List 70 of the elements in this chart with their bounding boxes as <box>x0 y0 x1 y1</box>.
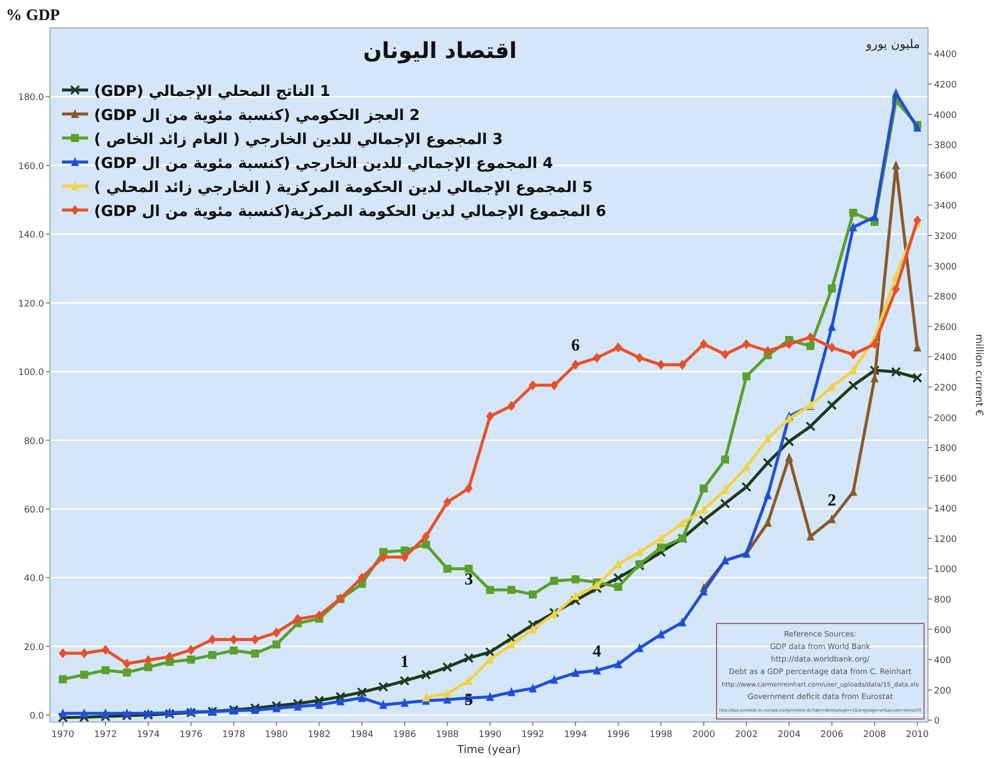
annotation: 2 <box>828 490 836 510</box>
legend-label: 5 المجموع الإجمالي لدين الحكومة المركزية ( الخارجي زائد المحلي ) <box>94 178 593 196</box>
y2-tick-label: 400 <box>934 656 952 666</box>
legend-label: 2 العجز الحكومي (كنسبة مئوية من ال GDP) <box>94 106 420 124</box>
y2-tick-label: 2200 <box>934 383 958 394</box>
x-tick-label: 1988 <box>436 730 460 740</box>
y2-tick-label: 1200 <box>934 534 958 545</box>
y-tick-label: 140.0 <box>18 230 44 241</box>
y2-axis-title: million current € <box>973 334 984 416</box>
y2-tick-label: 3600 <box>934 171 958 182</box>
y2-tick-label: 4200 <box>934 80 958 91</box>
x-tick-label: 1976 <box>180 730 203 740</box>
x-tick-label: 1998 <box>650 730 673 740</box>
y2-tick-label: 3000 <box>934 262 958 272</box>
x-tick-label: 2004 <box>778 730 801 740</box>
legend-label: 3 المجموع الإجمالي للدين الخارجي ( العام زائد الخاص ) <box>94 130 503 148</box>
text: اقتصاد اليونان <box>363 39 517 64</box>
y2-tick-label: 1800 <box>934 444 958 454</box>
annotation: مليون يورو <box>865 37 920 51</box>
y2-tick-label: 2400 <box>934 353 958 364</box>
y2-tick-label: 1400 <box>934 504 958 515</box>
x-tick-label: 1982 <box>308 730 331 740</box>
x-tick-label: 1992 <box>521 730 544 740</box>
y2-tick-label: 200 <box>934 686 952 696</box>
x-tick-label: 2008 <box>863 730 886 740</box>
x-tick-label: 1980 <box>264 730 288 740</box>
y2-tick-label: 0 <box>934 716 940 727</box>
y2-tick-label: 2800 <box>934 292 958 303</box>
y2-tick-label: 3800 <box>934 141 958 152</box>
y-tick-label: 100.0 <box>18 368 44 378</box>
y-tick-label: 180.0 <box>18 93 44 104</box>
y2-tick-label: 4000 <box>934 110 958 121</box>
y2-tick-label: 800 <box>934 596 952 606</box>
x-tick-label: 1972 <box>94 730 117 740</box>
y2-tick-label: 3200 <box>934 232 958 242</box>
x-tick-label: 1970 <box>51 730 75 740</box>
x-tick-label: 1994 <box>564 730 588 740</box>
y2-tick-label: 2600 <box>934 322 958 333</box>
y-axis-title: % GDP <box>6 7 60 24</box>
y-tick-label: 60.0 <box>24 505 44 516</box>
y-tick-label: 0.0 <box>30 712 44 722</box>
y-tick-label: 160.0 <box>18 162 44 172</box>
y-tick-label: 40.0 <box>24 574 44 584</box>
annotation: 1 <box>400 652 409 671</box>
x-tick-label: 1996 <box>606 730 630 740</box>
x-tick-label: 1986 <box>393 730 416 740</box>
annotation: 6 <box>571 336 580 355</box>
y2-tick-label: 4400 <box>934 50 958 60</box>
legend-label: 6 المجموع الإجمالي لدين الحكومة المركزية(كنسبة مئوية من ال GDP) <box>94 202 606 220</box>
x-tick-label: 2010 <box>906 730 930 740</box>
y2-tick-label: 1000 <box>934 565 958 576</box>
y2-tick-label: 2000 <box>934 414 958 424</box>
y-tick-label: 20.0 <box>24 642 44 653</box>
y-tick-label: 120.0 <box>18 299 44 310</box>
annotation: 3 <box>464 570 473 589</box>
x-axis-title: Time (year) <box>456 743 521 756</box>
y-tick-label: 80.0 <box>24 436 44 447</box>
y2-tick-label: 600 <box>934 626 952 636</box>
x-tick-label: 1990 <box>478 730 502 740</box>
x-tick-label: 2002 <box>734 730 758 740</box>
y2-tick-label: 1600 <box>934 474 958 484</box>
x-tick-label: 1984 <box>350 730 374 740</box>
y2-tick-label: 3400 <box>934 202 958 212</box>
x-tick-label: 2006 <box>820 730 844 740</box>
legend-label: 1 الناتج المحلي الإجمالي (GDP) <box>94 82 330 100</box>
annotation: 4 <box>592 641 602 660</box>
x-tick-label: 1974 <box>136 730 160 740</box>
x-tick-label: 1978 <box>222 730 246 740</box>
legend-label: 4 المجموع الإجمالي للدين الخارجي (كنسبة مئوية من ال GDP) <box>94 154 554 172</box>
x-tick-label: 2000 <box>692 730 716 740</box>
